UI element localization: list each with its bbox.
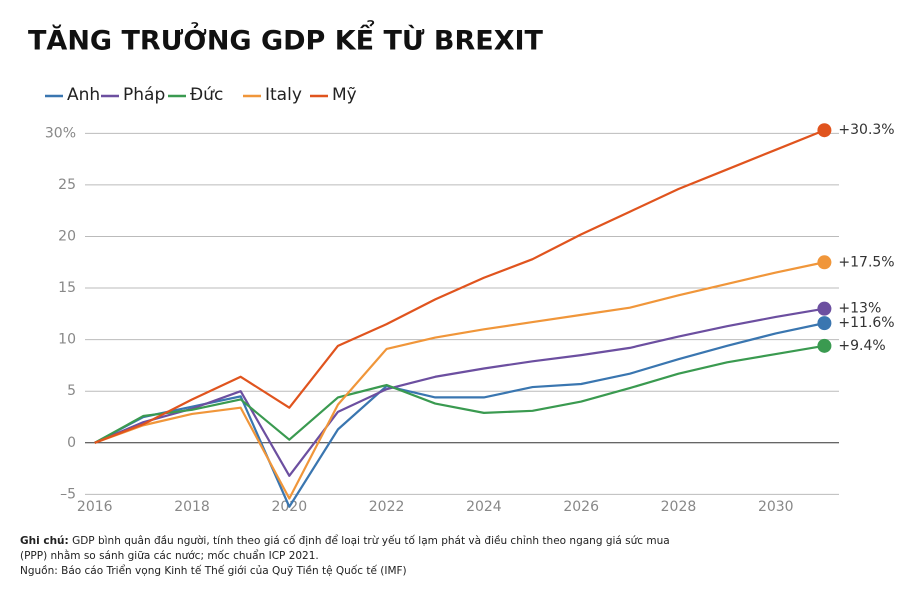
series-line [94, 261, 825, 500]
end-marker [817, 301, 832, 316]
legend-label: Italy [265, 85, 302, 105]
x-tick-label: 2024 [466, 499, 502, 515]
x-tick-label: 2016 [77, 499, 113, 515]
x-tick-label: 2018 [174, 499, 210, 515]
y-tick-label: 15 [58, 280, 76, 296]
note-line: (PPP) nhằm so sánh giữa các nước; mốc ch… [20, 549, 319, 562]
y-tick-label: 25 [58, 177, 76, 193]
series-line [94, 307, 825, 477]
x-tick-label: 2030 [758, 499, 794, 515]
end-marker [817, 255, 832, 270]
series-line [94, 344, 825, 444]
legend-label: Pháp [123, 85, 165, 105]
legend-label: Đức [190, 85, 223, 105]
y-tick-label: –5 [60, 486, 76, 502]
series-line [94, 322, 825, 508]
end-label: +13% [838, 301, 881, 317]
end-marker [817, 338, 832, 353]
note-label: Ghi chú: [20, 535, 69, 547]
legend-label: Anh [67, 85, 100, 105]
legend-label: Mỹ [332, 85, 357, 105]
series-line [94, 129, 825, 444]
y-tick-label: 20 [58, 228, 76, 244]
end-label: +17.5% [838, 254, 894, 270]
x-tick-label: 2022 [369, 499, 405, 515]
end-label: +30.3% [838, 122, 894, 138]
source: Nguồn: Báo cáo Triển vọng Kinh tế Thế gi… [20, 564, 407, 577]
note-line: GDP bình quân đầu người, tính theo giá c… [72, 534, 670, 547]
note: Ghi chú: GDP bình quân đầu người, tính t… [20, 534, 670, 547]
end-marker [817, 123, 832, 138]
chart-title: TĂNG TRƯỞNG GDP KỂ TỪ BREXIT [28, 20, 544, 57]
y-tick-label: 5 [67, 383, 76, 399]
end-label: +9.4% [838, 338, 885, 354]
y-tick-label: 10 [58, 332, 76, 348]
x-tick-label: 2028 [661, 499, 697, 515]
end-marker [817, 316, 832, 331]
end-label: +11.6% [838, 315, 894, 331]
y-tick-label: 0 [67, 435, 76, 451]
x-tick-label: 2026 [563, 499, 599, 515]
y-tick-label: 30% [45, 125, 76, 141]
